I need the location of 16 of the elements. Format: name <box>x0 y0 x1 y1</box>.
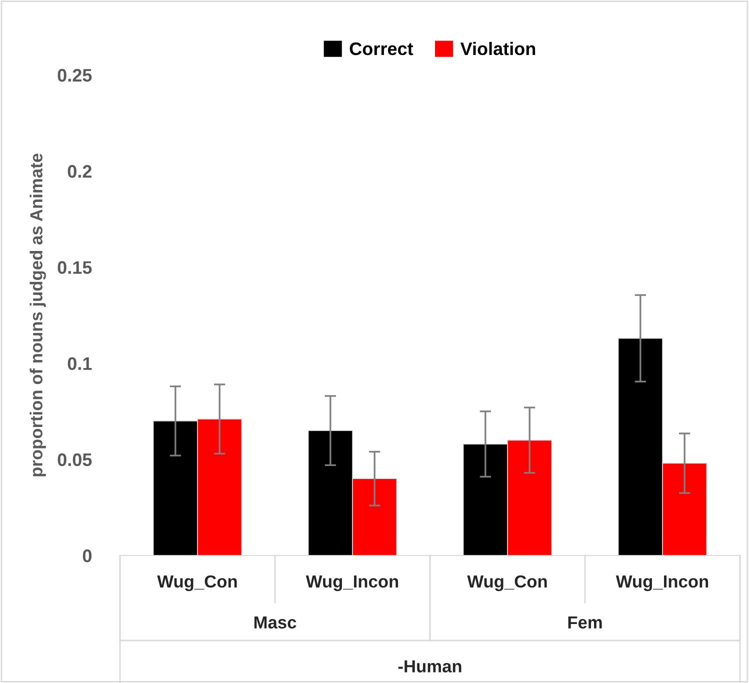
x-tick-label: Wug_Incon <box>616 576 708 592</box>
y-tick-label: 0.25 <box>58 68 92 82</box>
text: Fem <box>568 616 602 629</box>
text: -Human <box>398 660 462 672</box>
y-tick-label: 0.1 <box>68 357 92 370</box>
x-tick-label: Wug_Con <box>467 575 547 592</box>
y-tick-label: 0.2 <box>68 165 92 178</box>
text: Masc <box>254 616 296 629</box>
legend-label: Violation <box>460 42 536 56</box>
y-tick-label: 0 <box>82 549 92 562</box>
legend-label: Correct <box>350 42 414 56</box>
y-tick-label: 0.15 <box>58 261 92 274</box>
x-tick-label: Wug_Incon <box>306 576 398 592</box>
x-tick-label: Wug_Con <box>157 575 237 592</box>
y-axis-title: proportion of nouns judged as Animate <box>30 154 46 476</box>
y-tick-label: 0.05 <box>58 453 92 466</box>
